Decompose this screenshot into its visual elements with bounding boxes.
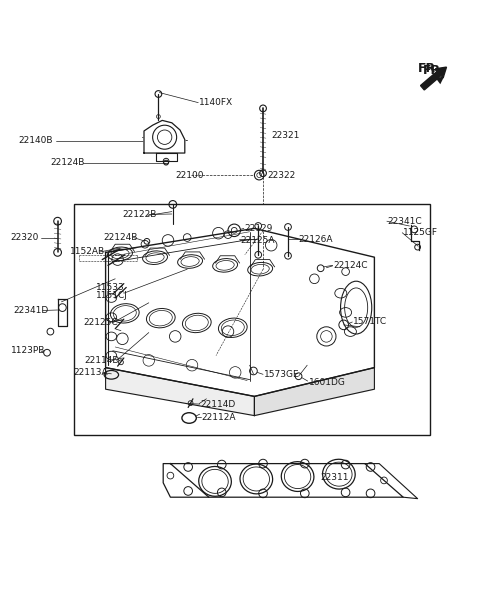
Text: 1573GE: 1573GE [264,370,300,379]
Text: 22122B: 22122B [122,210,157,219]
Polygon shape [144,120,185,153]
Text: 1601DG: 1601DG [309,378,346,387]
Text: 1140FX: 1140FX [199,98,233,107]
Text: 22124B: 22124B [50,158,85,167]
Text: 22341D: 22341D [13,306,48,315]
Text: 1125GF: 1125GF [403,228,438,237]
Polygon shape [156,153,177,161]
Text: 22125A: 22125A [240,236,275,245]
Text: 22125C: 22125C [83,318,118,327]
Text: 22114D: 22114D [201,400,236,409]
Text: 1123PB: 1123PB [11,346,45,355]
Text: 22322: 22322 [267,170,295,179]
Text: 1151CJ: 1151CJ [96,291,128,300]
FancyArrow shape [420,67,446,90]
Text: 22320: 22320 [11,234,39,243]
Text: 11533: 11533 [96,283,125,292]
Polygon shape [170,464,403,497]
Text: 22124C: 22124C [334,261,368,270]
Text: 22341C: 22341C [388,217,422,226]
Text: 1571TC: 1571TC [353,318,387,327]
Text: FR.: FR. [418,62,441,75]
Text: 22100: 22100 [176,170,204,179]
Text: 22124B: 22124B [103,233,138,242]
Text: 22126A: 22126A [299,235,333,244]
Polygon shape [106,368,254,415]
Text: 1152AB: 1152AB [70,247,105,256]
Text: 22113A: 22113A [73,368,108,377]
Polygon shape [106,228,374,396]
Text: 22311: 22311 [321,473,349,483]
Bar [74,204,430,435]
Text: 22321: 22321 [271,131,300,140]
Text: 22129: 22129 [245,224,273,233]
Polygon shape [254,368,374,415]
Polygon shape [163,464,209,497]
Text: 22114D: 22114D [84,356,119,365]
Text: 22112A: 22112A [202,412,236,421]
Text: FR.: FR. [422,64,445,77]
Text: 22140B: 22140B [18,136,53,145]
